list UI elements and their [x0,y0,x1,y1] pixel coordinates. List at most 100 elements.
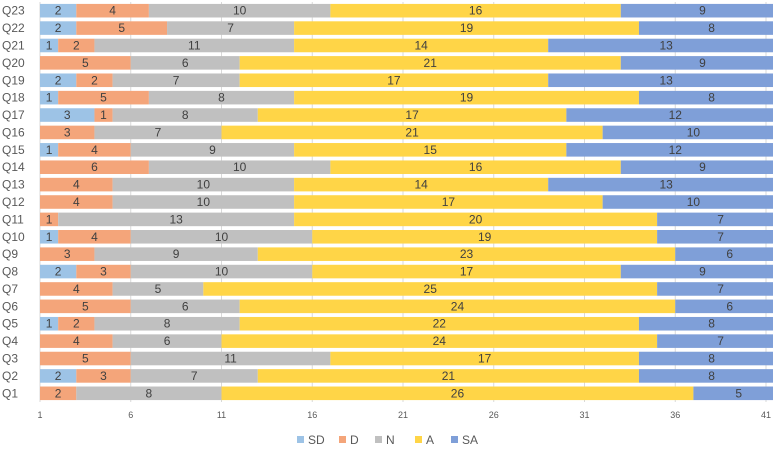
bar-Q11-N [58,212,295,227]
data-label-Q10-N: 10 [215,230,229,244]
data-label-Q11-N: 13 [169,212,183,226]
bar-Q12-N [112,195,295,209]
data-label-Q22-A: 19 [460,21,474,35]
data-label-Q4-D: 4 [73,334,80,348]
data-label-Q16-N: 7 [155,125,162,139]
data-label-Q10-SD: 1 [46,230,53,244]
category-label-Q2: Q2 [2,369,18,383]
data-label-Q20-N: 6 [182,56,189,70]
data-label-Q5-D: 2 [73,317,80,331]
bar-Q22-N [167,21,295,35]
bar-Q20-N [130,56,240,70]
bar-Q1-D [40,386,77,401]
data-label-Q12-SA: 10 [687,195,701,209]
data-label-Q7-N: 5 [155,282,162,296]
x-tick-label-4: 21 [398,410,408,420]
bar-Q21-SD [40,38,59,53]
bar-Q5-A [239,316,639,331]
x-tick-label-5: 26 [489,410,499,420]
bar-Q10-N [130,230,313,244]
bar-Q10-SD [40,230,59,244]
bar-Q11-SA [657,212,773,227]
data-label-Q15-A: 15 [424,143,438,157]
bar-Q17-SD [40,108,95,122]
data-label-Q1-D: 2 [55,386,62,400]
x-tick-label-1: 6 [128,410,133,420]
bar-Q18-D [58,90,149,105]
bar-Q13-SA [548,177,773,192]
legend-swatch-N [375,436,382,443]
data-label-Q10-A: 19 [478,230,492,244]
data-label-Q13-A: 14 [414,178,428,192]
x-tick-label-7: 36 [670,410,680,420]
category-label-Q3: Q3 [2,352,18,366]
data-label-Q12-A: 17 [442,195,456,209]
bar-Q7-SA [657,282,773,296]
data-label-Q14-A: 16 [469,160,483,174]
category-label-Q9: Q9 [2,247,18,261]
legend-swatch-SD [297,436,304,443]
data-label-Q19-A: 17 [387,73,401,87]
data-label-Q18-D: 5 [100,91,107,105]
bar-Q23-SA [620,3,773,18]
data-label-Q21-D: 2 [73,38,80,52]
data-label-Q1-SA: 5 [735,386,742,400]
data-label-Q21-A: 14 [414,38,428,52]
bar-Q8-N [130,264,313,279]
data-label-Q15-SA: 12 [669,143,683,157]
data-label-Q20-A: 21 [424,56,438,70]
x-tick-label-6: 31 [579,410,589,420]
x-tick-labels: 1 6 11 16 21 26 31 36 41 [37,410,771,420]
bar-Q23-A [330,3,621,18]
bar-Q17-A [257,108,567,122]
bar-Q19-N [112,73,240,88]
bar-Q2-A [257,369,639,383]
data-label-Q5-SA: 8 [708,317,715,331]
bar-Q10-A [312,230,658,244]
data-label-Q3-N: 11 [224,352,237,366]
legend-swatch-A [415,436,422,443]
legend-label-SD: SD [308,433,325,447]
category-label-Q19: Q19 [2,73,25,87]
bar-Q3-N [130,351,331,366]
data-label-Q6-N: 6 [182,299,189,313]
data-label-Q2-D: 3 [100,369,107,383]
bar-Q20-D [40,56,131,70]
bar-Q8-SD [40,264,77,279]
bar-Q16-D [40,125,95,140]
bar-Q16-N [94,125,222,140]
data-label-Q11-SA: 7 [717,212,724,226]
legend-label-A: A [426,433,434,447]
data-label-Q8-D: 3 [100,265,107,279]
data-label-Q5-N: 8 [164,317,171,331]
data-label-Q4-A: 24 [433,334,447,348]
bar-Q14-N [148,160,331,174]
bar-Q16-A [221,125,603,140]
data-label-Q7-A: 25 [424,282,438,296]
bar-Q20-SA [620,56,773,70]
bar-Q10-SA [657,230,773,244]
data-label-Q22-SA: 8 [708,21,715,35]
data-label-Q17-SA: 12 [669,108,683,122]
category-label-Q10: Q10 [2,230,25,244]
bar-Q7-N [112,282,204,296]
data-label-Q7-SA: 7 [717,282,724,296]
data-label-Q16-SA: 10 [687,125,701,139]
data-label-Q18-N: 8 [218,91,225,105]
legend: SD D N A SA [297,433,478,447]
bar-Q15-N [130,143,295,157]
data-label-Q16-A: 21 [405,125,419,139]
bar-Q4-N [112,334,222,348]
data-label-Q21-N: 11 [188,38,201,52]
data-label-Q19-SA: 13 [659,73,673,87]
data-label-Q20-D: 5 [82,56,89,70]
bar-Q21-N [94,38,295,53]
bar-Q11-D [40,212,59,227]
category-label-Q1: Q1 [2,386,18,400]
category-label-Q21: Q21 [2,38,25,52]
data-label-Q19-N: 7 [173,73,180,87]
data-label-Q2-SA: 8 [708,369,715,383]
data-label-Q15-D: 4 [91,143,98,157]
bar-Q7-D [40,282,113,296]
bar-Q12-A [294,195,603,209]
